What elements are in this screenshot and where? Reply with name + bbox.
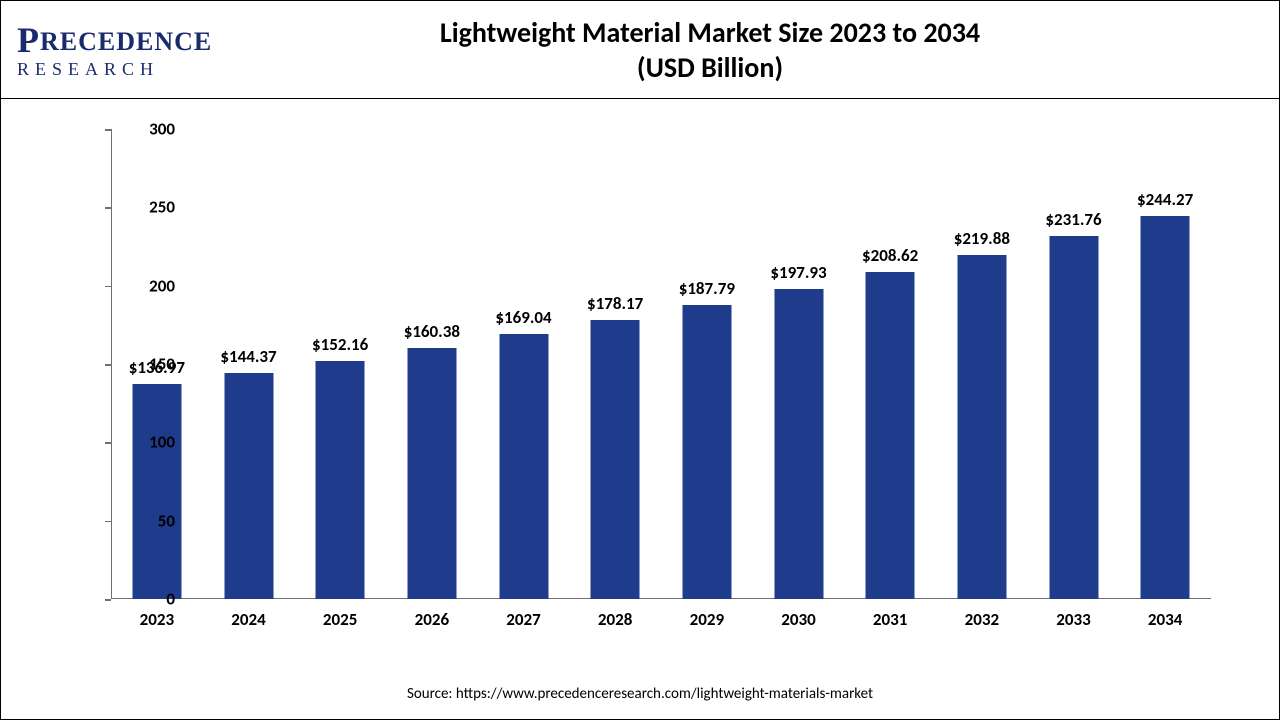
ytick-label: 200 <box>115 275 175 296</box>
bar: $178.17 <box>591 320 640 599</box>
bar: $231.76 <box>1049 236 1098 599</box>
xtick-label: 2034 <box>1148 609 1182 630</box>
bars: $136.972023$144.372024$152.162025$160.38… <box>111 129 1211 599</box>
xtick-label: 2032 <box>965 609 999 630</box>
bar: $208.62 <box>866 272 915 599</box>
xtick-label: 2026 <box>415 609 449 630</box>
xtick-label: 2027 <box>506 609 540 630</box>
ytick-mark <box>105 129 111 131</box>
chart-area: $136.97 2023 $144.37 2024 $152.16 2025 $160.38… <box>1 99 1280 659</box>
bar: $197.93 <box>774 289 823 599</box>
bar: $144.37 <box>224 373 273 599</box>
xtick-label: 2025 <box>323 609 357 630</box>
logo-line2: RESEARCH <box>17 59 212 80</box>
logo-line1: PRECEDENCE <box>17 19 212 61</box>
chart-container: PRECEDENCE RESEARCH Lightweight Material… <box>0 0 1280 720</box>
chart-title-line2: (USD Billion) <box>241 50 1179 85</box>
bar-value-label: $208.62 <box>862 245 918 266</box>
bar-value-label: $219.88 <box>954 228 1010 249</box>
bar-value-label: $152.16 <box>312 334 368 355</box>
bar: $169.04 <box>499 334 548 599</box>
bar-value-label: $169.04 <box>495 307 551 328</box>
xtick-label: 2029 <box>690 609 724 630</box>
logo: PRECEDENCE RESEARCH <box>1 19 241 80</box>
bar: $244.27 <box>1141 216 1190 599</box>
ytick-mark <box>105 521 111 523</box>
bar-value-label: $160.38 <box>404 321 460 342</box>
bar: $187.79 <box>682 305 731 599</box>
xtick-label: 2030 <box>781 609 815 630</box>
bar: $136.97 <box>132 384 181 599</box>
bar: $219.88 <box>957 255 1006 599</box>
bar: $152.16 <box>316 361 365 599</box>
ytick-label: 150 <box>115 354 175 375</box>
xtick-label: 2028 <box>598 609 632 630</box>
ytick-label: 100 <box>115 432 175 453</box>
ytick-label: 300 <box>115 119 175 140</box>
bar-value-label: $197.93 <box>770 262 826 283</box>
ytick-mark <box>105 207 111 209</box>
bar-value-label: $231.76 <box>1045 209 1101 230</box>
ytick-mark <box>105 599 111 601</box>
bar-value-label: $187.79 <box>679 278 735 299</box>
xtick-label: 2024 <box>231 609 265 630</box>
source-text: Source: https://www.precedenceresearch.c… <box>1 685 1279 703</box>
ytick-mark <box>105 442 111 444</box>
ytick-label: 0 <box>115 589 175 610</box>
xtick-label: 2031 <box>873 609 907 630</box>
xtick-label: 2023 <box>140 609 174 630</box>
bar-value-label: $144.37 <box>220 346 276 367</box>
xtick-label: 2033 <box>1056 609 1090 630</box>
ytick-mark <box>105 364 111 366</box>
bar-value-label: $178.17 <box>587 293 643 314</box>
chart-title-line1: Lightweight Material Market Size 2023 to… <box>241 15 1179 50</box>
bar-value-label: $244.27 <box>1137 189 1193 210</box>
ytick-label: 250 <box>115 197 175 218</box>
header: PRECEDENCE RESEARCH Lightweight Material… <box>1 1 1279 99</box>
logo-block: PRECEDENCE RESEARCH <box>17 19 212 80</box>
bar: $160.38 <box>407 348 456 599</box>
chart-title-block: Lightweight Material Market Size 2023 to… <box>241 15 1279 85</box>
plot: $136.972023$144.372024$152.162025$160.38… <box>111 129 1211 599</box>
ytick-mark <box>105 286 111 288</box>
ytick-label: 50 <box>115 510 175 531</box>
